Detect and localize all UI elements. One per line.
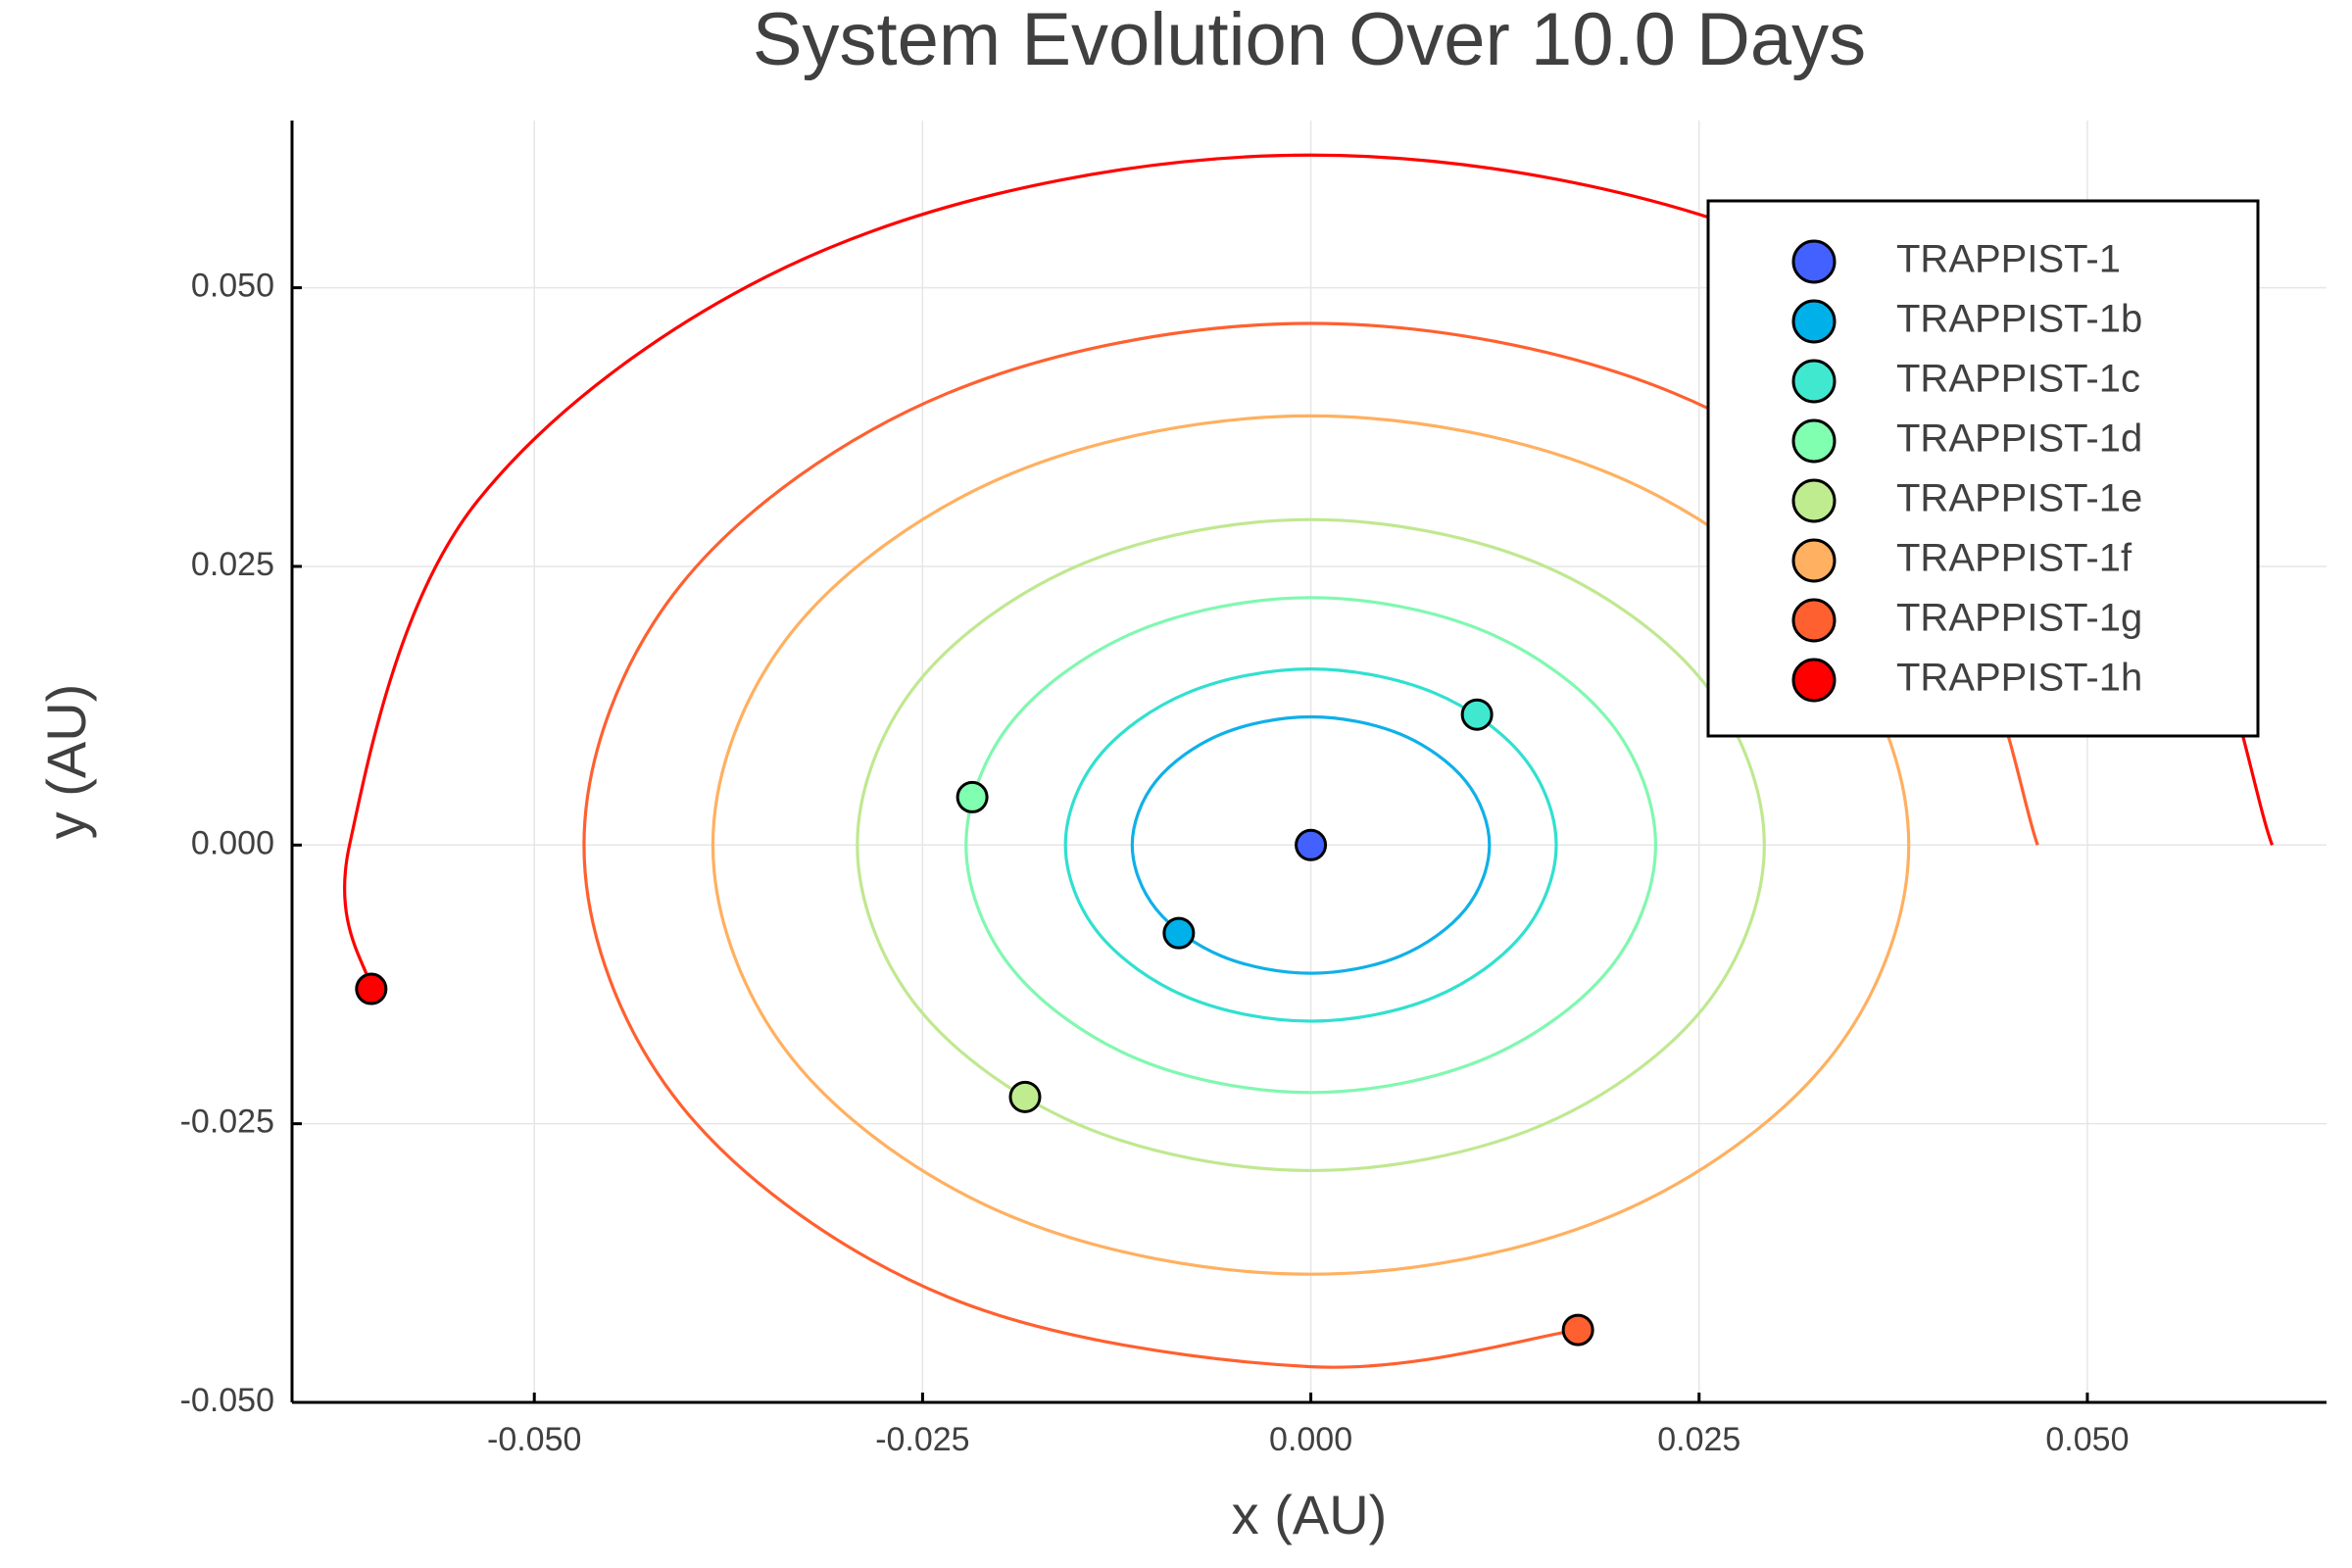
planet-marker [1008, 1080, 1042, 1113]
planet-marker [355, 972, 388, 1005]
legend-marker [1791, 538, 1837, 583]
x-tick-label: 0.000 [1269, 1421, 1352, 1458]
orbit-line [1130, 714, 1492, 975]
planet-marker [1295, 828, 1328, 861]
orbit-line [964, 596, 1657, 1095]
legend-marker [1791, 418, 1837, 464]
legend-marker [1791, 658, 1837, 703]
planet-marker [1162, 916, 1196, 950]
legend-label: TRAPPIST-1 [1896, 238, 2121, 281]
y-tick-label: 0.050 [191, 268, 274, 305]
y-tick-label: -0.025 [180, 1103, 274, 1141]
legend-label: TRAPPIST-1f [1896, 537, 2132, 580]
legend-label: TRAPPIST-1b [1896, 298, 2142, 341]
y-tick-label: 0.000 [191, 824, 274, 861]
planet-marker [1561, 1313, 1594, 1347]
orbit-line [1063, 666, 1558, 1023]
legend-marker [1791, 359, 1837, 404]
legend-label: TRAPPIST-1h [1896, 657, 2142, 700]
legend-marker [1791, 478, 1837, 523]
y-tick-label: -0.050 [180, 1382, 274, 1419]
legend-label: TRAPPIST-1d [1896, 417, 2142, 461]
orbit-line [856, 517, 1766, 1173]
orbit-line [710, 414, 1911, 1276]
legend-label: TRAPPIST-1g [1896, 597, 2142, 640]
x-tick-label: 0.050 [2045, 1421, 2129, 1458]
axes: -0.050 -0.025 0.000 0.025 0.050 -0.050 -0.025 0… [180, 121, 2327, 1458]
x-tick-label: -0.025 [875, 1421, 969, 1458]
legend-label: TRAPPIST-1e [1896, 477, 2142, 520]
y-tick-label: 0.025 [191, 546, 274, 583]
legend-label: TRAPPIST-1c [1896, 358, 2140, 401]
x-tick-label: 0.025 [1657, 1421, 1740, 1458]
chart-title: System Evolution Over 10.0 Days [753, 0, 1866, 81]
legend-marker [1791, 598, 1837, 643]
legend-marker [1791, 299, 1837, 344]
legend-box [1706, 199, 2260, 738]
legend-marker [1791, 239, 1837, 284]
legend: TRAPPIST-1 TRAPPIST-1b TRAPPIST-1c TRAPPIST… [1706, 199, 2260, 738]
planet-marker [956, 780, 989, 813]
y-axis-label: y (AU) [35, 684, 97, 840]
x-tick-label: -0.050 [487, 1421, 581, 1458]
markers [355, 558, 1791, 1347]
planet-marker [1460, 698, 1494, 731]
x-axis-label: x (AU) [1232, 1484, 1388, 1545]
